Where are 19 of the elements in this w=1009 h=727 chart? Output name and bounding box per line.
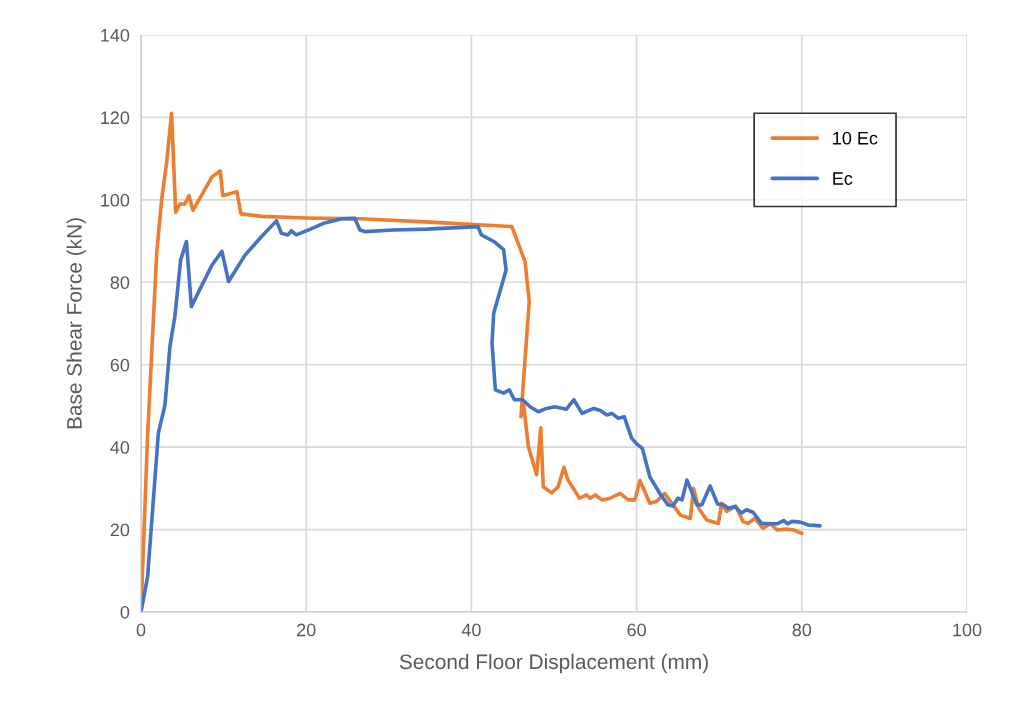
- x-tick-label: 0: [136, 623, 146, 637]
- line-series: [141, 216, 822, 612]
- legend-label: 10 Ec: [833, 131, 878, 145]
- legend-label: Ec: [833, 172, 853, 185]
- x-tick-label: 60: [627, 623, 646, 637]
- y-tick-label: 40: [110, 441, 130, 454]
- y-tick-label: 100: [101, 193, 130, 207]
- y-tick-label: 0: [120, 605, 130, 619]
- x-tick-label: 100: [953, 623, 982, 637]
- x-tick-label: 40: [461, 623, 481, 637]
- y-tick-label: 20: [110, 523, 130, 537]
- y-tick-label: 140: [101, 28, 130, 42]
- x-tick-label: 80: [792, 623, 812, 637]
- y-tick-label: 80: [110, 276, 130, 290]
- x-axis-title: Second Floor Displacement (mm): [399, 653, 708, 674]
- y-tick-label: 60: [110, 358, 130, 372]
- y-axis-title: Base Shear Force (kN): [66, 218, 86, 429]
- x-tick-label: 20: [297, 623, 316, 637]
- y-tick-label: 120: [101, 111, 130, 125]
